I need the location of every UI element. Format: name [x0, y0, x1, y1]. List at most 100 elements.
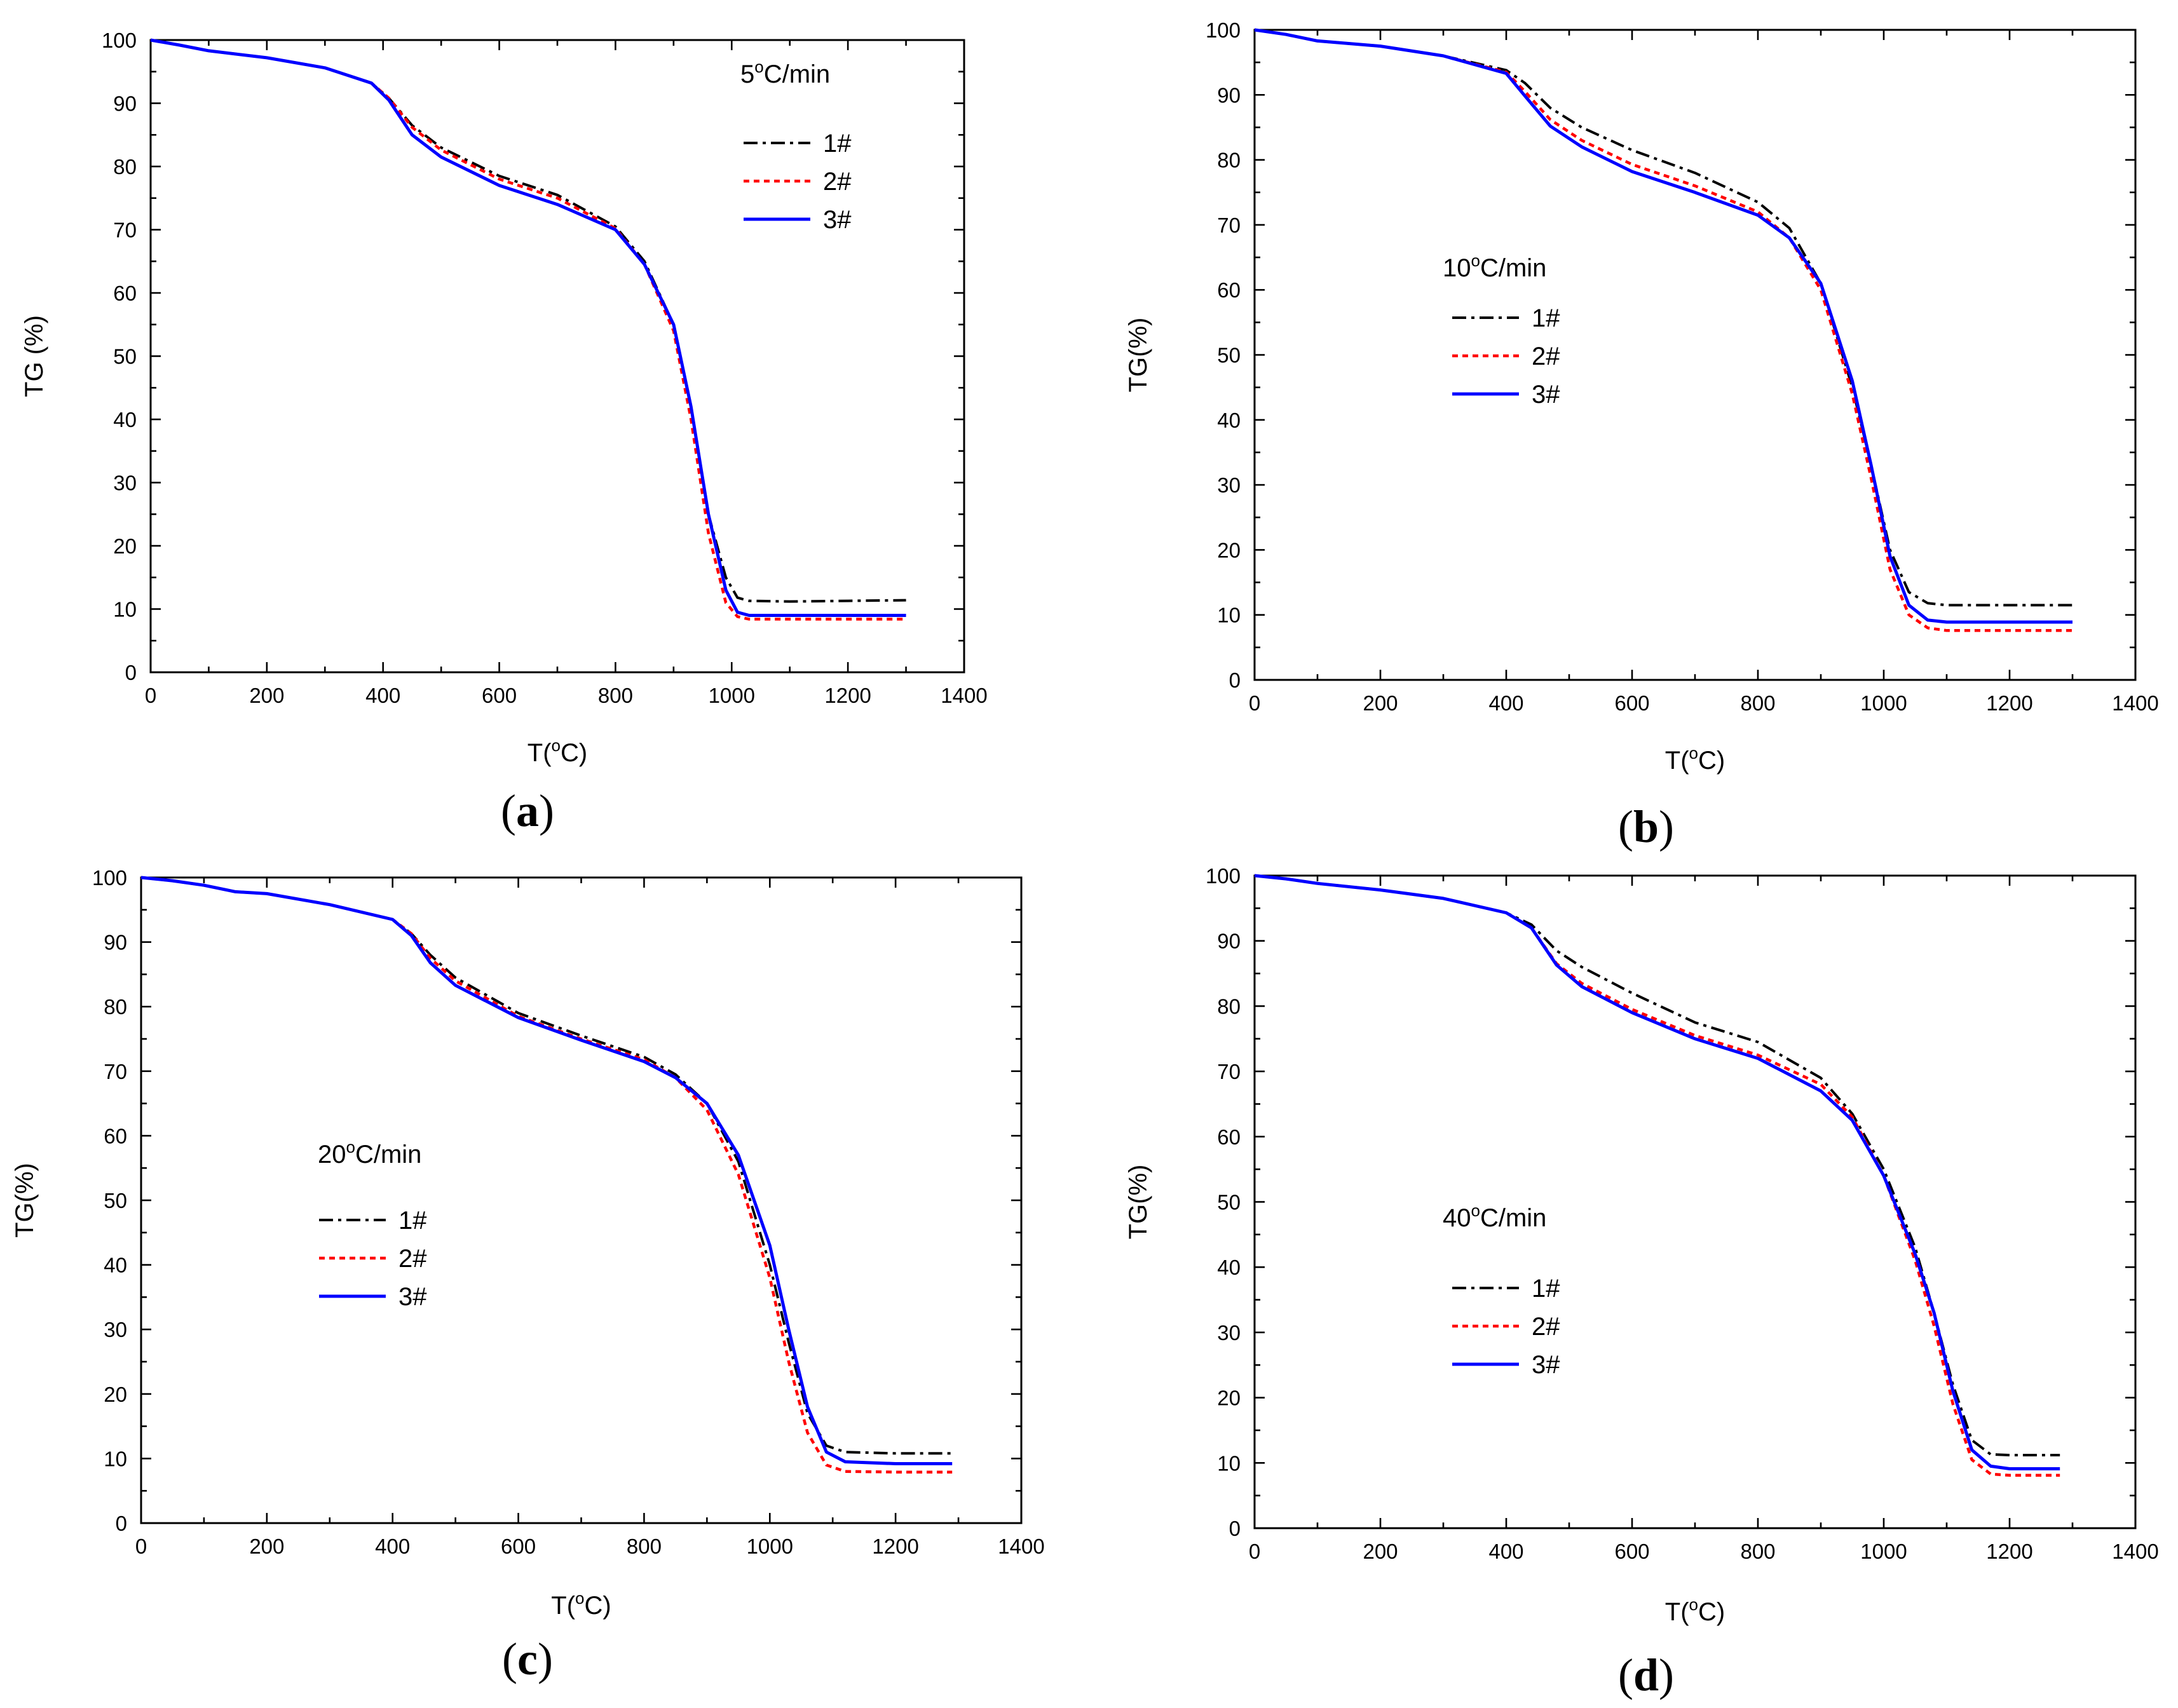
- x-tick-label: 1200: [872, 1535, 918, 1558]
- x-tick-label: 400: [365, 684, 400, 707]
- x-tick-label: 600: [1614, 1540, 1649, 1563]
- x-tick-label: 1000: [709, 684, 755, 707]
- plot-frame: [140, 876, 1023, 1524]
- x-tick-label: 1400: [998, 1535, 1044, 1558]
- series-line-1: [150, 39, 906, 603]
- heating-rate-annotation: 10oC/min: [1443, 251, 1546, 282]
- series-line-3: [1254, 874, 2060, 1470]
- y-tick-label: 40: [104, 1254, 127, 1277]
- y-tick-label: 60: [1217, 1125, 1241, 1149]
- chart-panel-c: 0 200 400 600 800 1000 1200 1400 0 10 20 30 40 50 60 70…: [11, 866, 1045, 1684]
- y-tick-label: 80: [113, 155, 137, 179]
- legend-label-3: 3#: [1532, 1351, 1560, 1379]
- y-tick-label: 90: [1217, 83, 1241, 107]
- x-tick-label: 1000: [747, 1535, 793, 1558]
- y-tick-label: 80: [1217, 149, 1241, 172]
- series-line-3: [1254, 28, 2073, 624]
- y-tick-label: 80: [1217, 994, 1241, 1018]
- chart-panel-b: 0 200 400 600 800 1000 1200 1400 0 10 20 30 40 50 60 70…: [1124, 18, 2159, 852]
- x-tick-label: 1400: [941, 684, 987, 707]
- y-tick-label: 0: [1229, 1517, 1241, 1540]
- x-axis-label: T(oC): [1665, 1595, 1725, 1626]
- x-tick-label: 800: [1740, 691, 1775, 715]
- heating-rate-annotation: 5oC/min: [740, 57, 830, 88]
- chart-panel-d: 0 200 400 600 800 1000 1200 1400 0 10 20 30 40 50 60 70…: [1124, 864, 2159, 1700]
- y-tick-label: 20: [104, 1383, 127, 1406]
- y-tick-label: 40: [1217, 1256, 1241, 1279]
- legend-label-1: 1#: [398, 1207, 427, 1235]
- y-tick-label: 100: [102, 29, 137, 52]
- x-tick-label: 0: [145, 684, 156, 707]
- y-tick-label: 30: [113, 471, 137, 495]
- y-axis-label: TG(%): [11, 1163, 39, 1238]
- y-tick-label: 0: [125, 661, 137, 684]
- y-tick-label: 30: [104, 1318, 127, 1341]
- legend-label-2: 2#: [398, 1245, 427, 1273]
- x-tick-label: 1200: [1986, 691, 2032, 715]
- y-tick-label: 70: [113, 219, 137, 242]
- x-tick-label: 1000: [1860, 1540, 1907, 1563]
- series-line-1: [140, 876, 953, 1455]
- legend-label-3: 3#: [398, 1283, 427, 1311]
- series-line-2: [1254, 874, 2060, 1477]
- y-axis-label: TG (%): [20, 315, 48, 397]
- legend-label-2: 2#: [1532, 1313, 1560, 1341]
- x-tick-label: 1200: [1986, 1540, 2032, 1563]
- y-tick-label: 20: [1217, 538, 1241, 562]
- y-tick-label: 30: [1217, 1321, 1241, 1345]
- chart-panel-a: 0 200 400 600 800 1000 1200 1400 0 10 20 30 40 50 60 70…: [20, 29, 988, 836]
- series-line-1: [1254, 29, 2073, 607]
- y-tick-label: 60: [104, 1124, 127, 1148]
- x-tick-label: 400: [375, 1535, 410, 1558]
- panel-label: (c): [502, 1634, 553, 1684]
- y-tick-label: 100: [1206, 18, 1241, 42]
- legend-label-1: 1#: [1532, 1275, 1560, 1303]
- y-tick-label: 70: [1217, 214, 1241, 237]
- y-tick-label: 10: [104, 1447, 127, 1470]
- x-tick-label: 1200: [824, 684, 871, 707]
- y-tick-label: 0: [1229, 668, 1241, 692]
- y-tick-label: 100: [92, 866, 127, 890]
- y-tick-label: 20: [1217, 1386, 1241, 1410]
- legend-label-1: 1#: [1532, 304, 1560, 332]
- plot-frame: [1253, 874, 2137, 1529]
- plot-frame: [1253, 29, 2137, 681]
- x-tick-label: 800: [598, 684, 633, 707]
- x-tick-label: 0: [1249, 691, 1260, 715]
- y-tick-label: 40: [113, 408, 137, 431]
- y-tick-label: 70: [1217, 1060, 1241, 1083]
- y-tick-label: 60: [113, 281, 137, 305]
- y-tick-label: 50: [113, 345, 137, 369]
- x-tick-label: 400: [1488, 1540, 1523, 1563]
- heating-rate-annotation: 40oC/min: [1443, 1201, 1546, 1232]
- x-tick-label: 0: [135, 1535, 147, 1558]
- x-tick-label: 0: [1249, 1540, 1260, 1563]
- panel-label: (a): [501, 785, 554, 836]
- heating-rate-annotation: 20oC/min: [318, 1137, 421, 1169]
- y-tick-label: 50: [1217, 1191, 1241, 1214]
- series-line-3: [150, 38, 906, 617]
- series-line-1: [1254, 874, 2060, 1456]
- y-tick-label: 80: [104, 995, 127, 1019]
- y-axis-label: TG(%): [1124, 1165, 1152, 1240]
- y-tick-label: 30: [1217, 473, 1241, 497]
- y-axis-label: TG(%): [1124, 318, 1152, 393]
- x-tick-label: 800: [627, 1535, 662, 1558]
- y-tick-label: 90: [113, 92, 137, 116]
- x-tick-label: 1400: [2112, 691, 2158, 715]
- y-tick-label: 90: [1217, 930, 1241, 953]
- y-tick-label: 20: [113, 534, 137, 558]
- series-line-2: [140, 876, 953, 1474]
- y-tick-label: 50: [104, 1189, 127, 1212]
- x-tick-label: 1400: [2112, 1540, 2158, 1563]
- panel-label: (b): [1618, 801, 1674, 852]
- x-tick-label: 400: [1488, 691, 1523, 715]
- x-axis-label: T(oC): [1665, 743, 1725, 775]
- y-tick-label: 0: [116, 1512, 127, 1535]
- legend-label-1: 1#: [823, 130, 852, 158]
- x-axis-label: T(oC): [551, 1589, 611, 1620]
- panel-label: (d): [1618, 1650, 1674, 1700]
- x-tick-label: 600: [1614, 691, 1649, 715]
- x-tick-label: 200: [1363, 1540, 1398, 1563]
